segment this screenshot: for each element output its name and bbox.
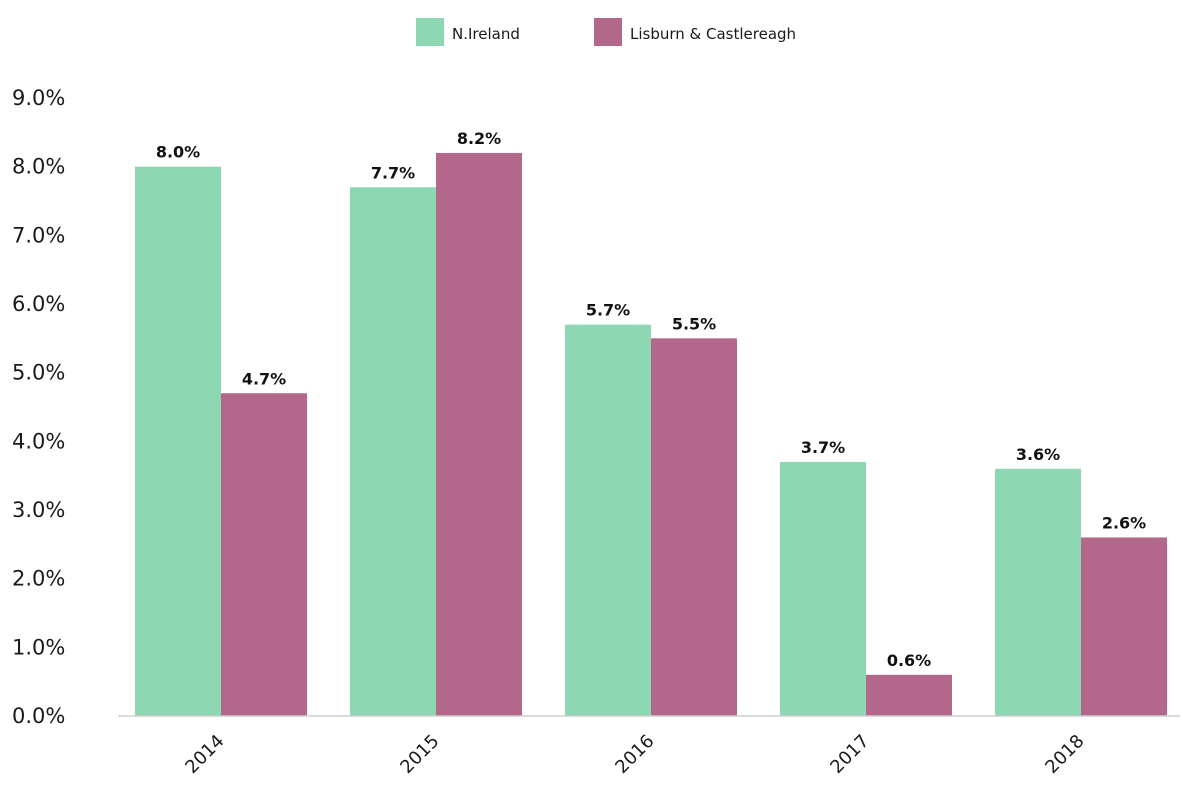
y-tick-label: 0.0% [12, 704, 65, 728]
x-tick-label: 2016 [611, 731, 658, 778]
x-tick-label: 2017 [826, 731, 873, 778]
data-labels: 8.0% 4.7% 7.7% 8.2% 5.7% 5.5% 3.7% 0.6% 3.6% 2.6% [156, 129, 1146, 670]
legend-swatch [416, 18, 444, 46]
data-label: 3.6% [1016, 445, 1060, 464]
bars [135, 152, 1167, 716]
bar-n-ireland-2016 [565, 324, 651, 716]
bar-n-ireland-2017 [780, 461, 866, 716]
bar-n-ireland-2015 [350, 187, 436, 716]
data-label: 8.2% [457, 129, 501, 148]
data-label: 7.7% [371, 163, 415, 182]
y-tick-label: 6.0% [12, 292, 65, 316]
y-axis: 0.0% 1.0% 2.0% 3.0% 4.0% 5.0% 6.0% 7.0% 8.0% 9.0% [12, 86, 65, 728]
data-label: 5.7% [586, 301, 630, 320]
y-tick-label: 5.0% [12, 361, 65, 385]
x-tick-label: 2015 [396, 731, 443, 778]
bar-lisburn-castlereagh-2014 [221, 393, 307, 716]
x-tick-label: 2014 [181, 731, 228, 778]
bar-lisburn-castlereagh-2016 [651, 338, 737, 716]
x-tick-label: 2018 [1041, 731, 1088, 778]
data-label: 4.7% [242, 369, 286, 388]
y-tick-label: 4.0% [12, 429, 65, 453]
legend: N.Ireland Lisburn & Castlereagh [416, 18, 796, 46]
data-label: 3.7% [801, 438, 845, 457]
legend-swatch [594, 18, 622, 46]
bar-n-ireland-2014 [135, 166, 221, 716]
data-label: 2.6% [1102, 513, 1146, 532]
data-label: 0.6% [887, 651, 931, 670]
legend-label: Lisburn & Castlereagh [630, 25, 796, 43]
y-tick-label: 8.0% [12, 155, 65, 179]
bar-n-ireland-2018 [995, 468, 1081, 716]
legend-label: N.Ireland [452, 25, 520, 43]
data-label: 8.0% [156, 143, 200, 162]
y-tick-label: 3.0% [12, 498, 65, 522]
x-axis: 2014 2015 2016 2017 2018 [118, 715, 1180, 778]
y-tick-label: 7.0% [12, 223, 65, 247]
data-label: 5.5% [672, 314, 716, 333]
y-tick-label: 9.0% [12, 86, 65, 110]
bar-lisburn-castlereagh-2018 [1081, 537, 1167, 716]
bar-lisburn-castlereagh-2015 [436, 152, 522, 716]
y-tick-label: 2.0% [12, 567, 65, 591]
bar-lisburn-castlereagh-2017 [866, 674, 952, 716]
y-tick-label: 1.0% [12, 635, 65, 659]
